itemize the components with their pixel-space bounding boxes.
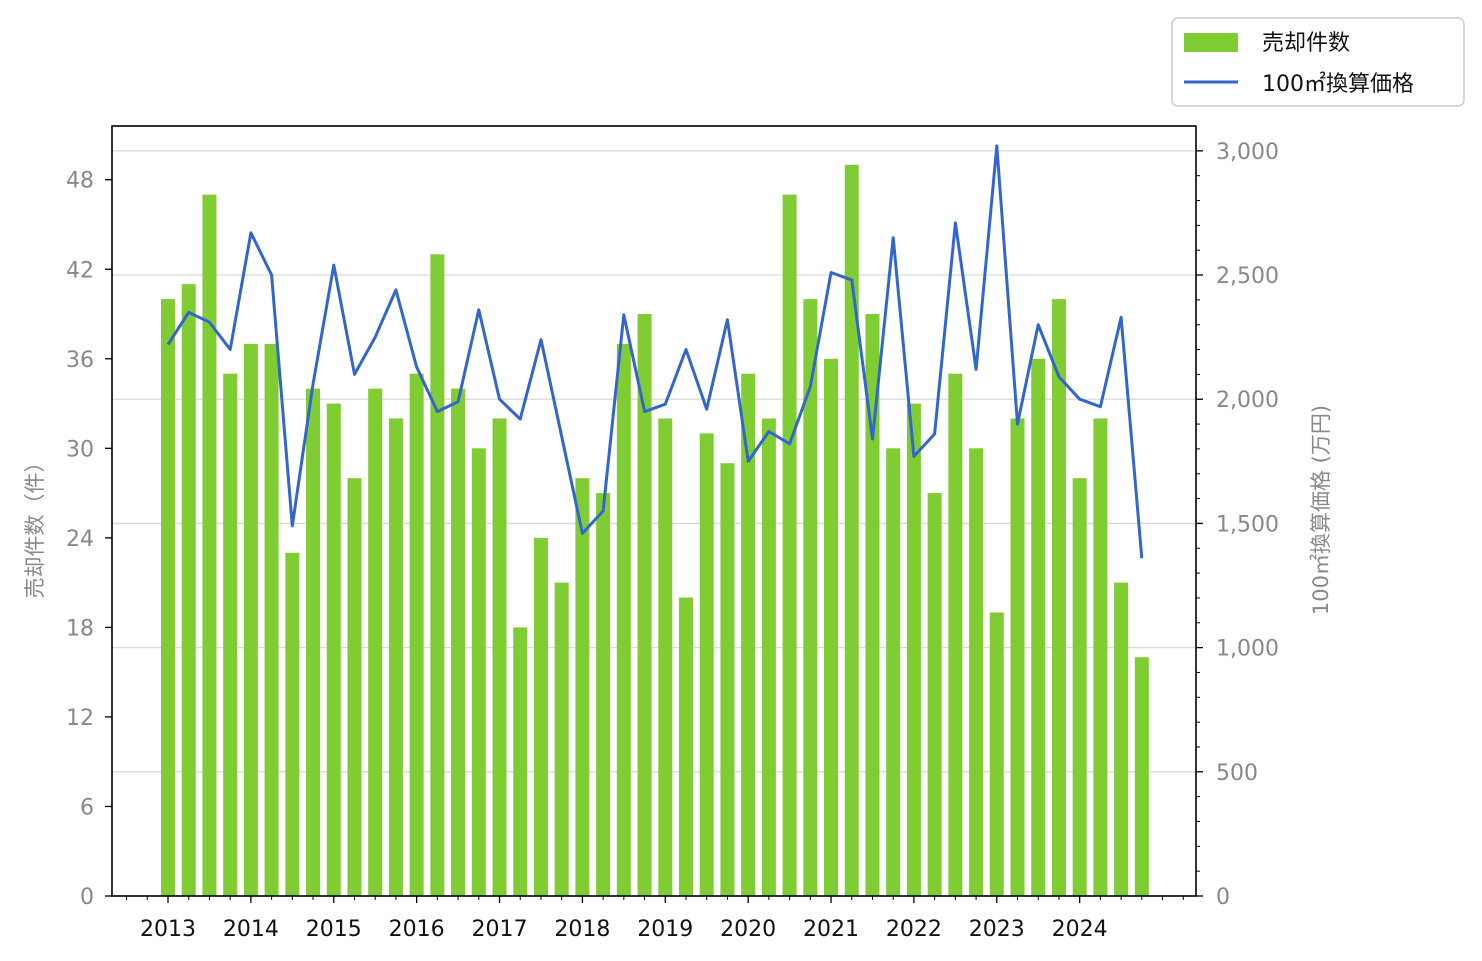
bar xyxy=(803,299,818,896)
right-tick-label: 0 xyxy=(1216,885,1230,910)
bar xyxy=(741,373,756,897)
left-tick-label: 12 xyxy=(66,706,94,731)
bar xyxy=(264,343,279,896)
legend-box xyxy=(1171,17,1465,107)
left-axis-ticks: 0 6 12 18 24 30 36 42 48 xyxy=(66,169,112,910)
bar xyxy=(430,254,445,897)
x-tick-label: 2016 xyxy=(389,917,445,942)
left-tick-label: 18 xyxy=(66,616,94,641)
bar xyxy=(596,493,611,896)
bar xyxy=(679,597,693,896)
x-tick-label: 2015 xyxy=(306,917,362,942)
bar xyxy=(720,463,735,896)
bar xyxy=(533,537,548,896)
bar xyxy=(202,194,217,896)
bar xyxy=(948,373,963,897)
x-tick-label: 2024 xyxy=(1052,917,1108,942)
bar xyxy=(223,373,238,897)
x-tick-label: 2017 xyxy=(472,917,528,942)
right-tick-label: 1,000 xyxy=(1216,637,1279,662)
legend: 売却件数 100㎡換算価格 xyxy=(1171,17,1465,107)
legend-bar-label: 売却件数 xyxy=(1262,31,1350,56)
bar xyxy=(844,164,859,896)
bar xyxy=(637,314,652,896)
right-tick-label: 2,500 xyxy=(1216,264,1279,289)
bar xyxy=(326,403,341,896)
x-tick-label: 2021 xyxy=(803,917,859,942)
x-tick-label: 2023 xyxy=(969,917,1025,942)
x-axis-ticks: 2013 2014 2015 2016 2017 2018 2019 2020 2021 2022… xyxy=(126,896,1184,942)
left-tick-label: 0 xyxy=(80,885,94,910)
bar xyxy=(161,299,175,896)
legend-line-label: 100㎡換算価格 xyxy=(1262,71,1414,97)
bar xyxy=(906,403,921,896)
bar-series xyxy=(161,164,1149,897)
bar xyxy=(285,552,300,896)
left-tick-label: 42 xyxy=(66,258,94,283)
left-tick-label: 30 xyxy=(66,437,94,462)
bar xyxy=(388,418,403,896)
left-tick-label: 24 xyxy=(66,527,94,552)
bar xyxy=(658,418,673,896)
bar xyxy=(575,478,590,896)
left-tick-label: 36 xyxy=(66,348,94,373)
bar xyxy=(306,388,321,896)
bar xyxy=(471,448,486,896)
bar xyxy=(824,358,839,896)
plot-frame xyxy=(111,125,1197,897)
right-tick-label: 3,000 xyxy=(1216,140,1279,165)
x-tick-label: 2013 xyxy=(140,917,196,942)
bar xyxy=(1093,418,1108,896)
bar xyxy=(409,373,424,897)
bar xyxy=(492,418,507,896)
right-tick-label: 2,000 xyxy=(1216,388,1279,413)
right-axis-title: 100㎡換算価格 (万円) xyxy=(1309,405,1333,615)
x-tick-label: 2020 xyxy=(720,917,776,942)
bar xyxy=(368,388,383,896)
bar xyxy=(1134,657,1149,896)
bar xyxy=(243,343,258,896)
bar xyxy=(616,343,631,896)
bar xyxy=(761,418,776,896)
bar xyxy=(989,612,1004,896)
bar xyxy=(969,448,984,896)
bar xyxy=(451,388,466,896)
left-tick-label: 6 xyxy=(80,795,94,820)
right-tick-label: 1,500 xyxy=(1216,512,1279,537)
left-axis-title: 売却件数（件） xyxy=(23,452,47,599)
left-tick-label: 48 xyxy=(66,169,94,194)
bar xyxy=(1010,418,1025,896)
x-tick-label: 2019 xyxy=(637,917,693,942)
bar xyxy=(513,627,528,896)
bar xyxy=(347,478,362,896)
bar xyxy=(554,582,569,896)
bar xyxy=(1114,582,1129,896)
right-axis-ticks: 0 500 1,000 1,500 2,000 2,500 3,000 xyxy=(1196,140,1279,910)
price-line xyxy=(166,144,1144,559)
bar xyxy=(1031,358,1046,896)
bar xyxy=(886,448,901,896)
bar xyxy=(865,314,880,896)
legend-bar-swatch xyxy=(1184,33,1238,52)
bar xyxy=(1051,299,1066,896)
bar xyxy=(927,493,942,896)
x-tick-label: 2022 xyxy=(886,917,942,942)
bar xyxy=(181,284,196,896)
bar xyxy=(699,433,714,896)
right-tick-label: 500 xyxy=(1216,761,1258,786)
x-tick-label: 2014 xyxy=(223,917,279,942)
bar xyxy=(1072,478,1087,896)
x-tick-label: 2018 xyxy=(554,917,610,942)
bar xyxy=(782,194,797,896)
